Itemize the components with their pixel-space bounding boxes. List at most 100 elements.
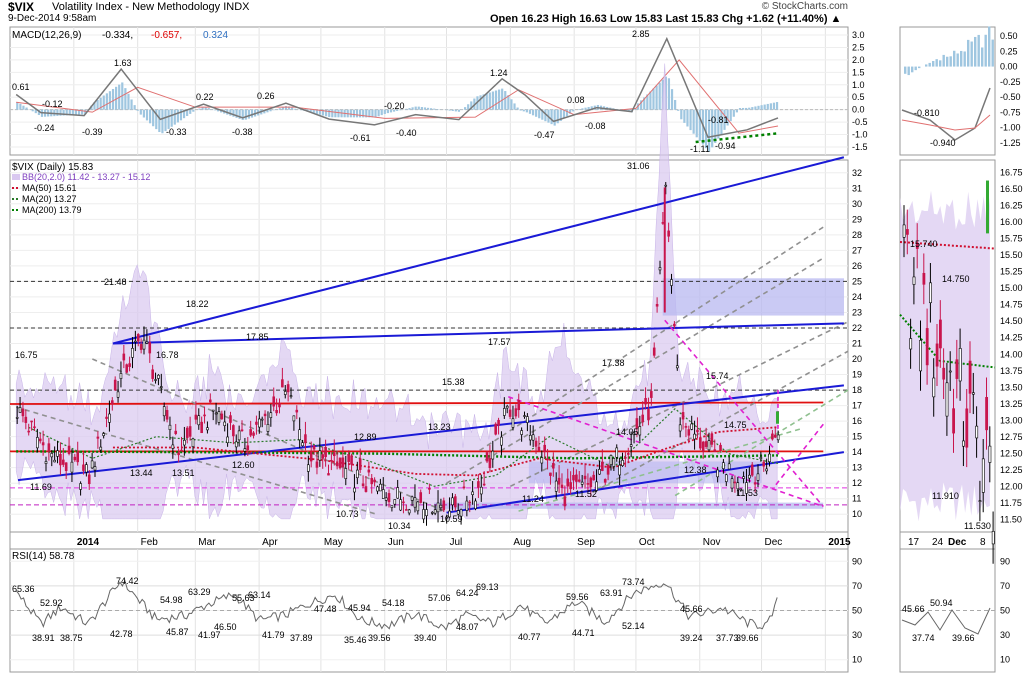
candle-body <box>56 450 59 457</box>
macd-histogram-bar <box>504 91 507 110</box>
candle-body <box>644 398 647 405</box>
macd-histogram-bar <box>16 101 19 110</box>
macd-histogram-bar <box>494 90 498 110</box>
zoom-price-y-tick: 13.50 <box>1000 382 1023 392</box>
zoom-macd-bar <box>984 34 987 67</box>
candle-body <box>125 364 129 373</box>
candle-body <box>122 353 126 361</box>
macd-histogram-bar <box>711 109 714 148</box>
candle-body <box>701 441 705 452</box>
macd-histogram-bar <box>470 101 473 110</box>
candle-body <box>699 437 702 449</box>
zoom-candle-body <box>975 425 979 439</box>
zoom-candle-body <box>958 348 962 382</box>
ma200-legend: MA(200) 13.79 <box>22 205 82 215</box>
candle-body <box>234 441 238 448</box>
candle-body <box>188 426 192 437</box>
candle-body <box>465 500 469 511</box>
zoom-macd-bar <box>928 62 931 67</box>
rsi-value-label: 52.14 <box>622 621 645 631</box>
candle-body <box>312 445 316 450</box>
rsi-value-label: 63.91 <box>600 588 623 598</box>
macd-histogram-bar <box>93 102 96 110</box>
zoom-panel-frame <box>899 26 996 156</box>
zoom-macd-y-tick: 0.00 <box>1000 62 1018 72</box>
x-tick-label: Jun <box>388 537 404 548</box>
candle-body <box>505 405 509 409</box>
candle-body <box>200 421 203 434</box>
macd-histogram-bar <box>207 108 210 110</box>
macd-histogram-bar <box>371 109 374 118</box>
candle-body <box>664 184 668 187</box>
candle-body <box>719 444 722 451</box>
zoom-candle-body <box>948 370 952 373</box>
candle-body <box>85 464 88 473</box>
macd-value-label: 1.24 <box>490 68 508 78</box>
candle-body <box>508 409 512 417</box>
macd-value-label: -0.39 <box>82 127 103 137</box>
candle-body <box>560 484 564 489</box>
macd-histogram-bar <box>115 86 118 110</box>
candle-body <box>226 436 229 444</box>
zoom-price-y-tick: 11.75 <box>1000 498 1022 508</box>
candle-body <box>526 416 529 423</box>
macd-histogram-bar <box>584 107 587 110</box>
candle-body <box>482 483 486 486</box>
candle-body <box>162 406 166 417</box>
macd-histogram-bar <box>766 103 769 110</box>
price-value-label: 31.06 <box>627 161 650 171</box>
rsi-value-label: 40.77 <box>518 632 541 642</box>
macd-legend-signal: -0.657, <box>151 30 182 41</box>
candle-body <box>203 414 206 417</box>
zoom-macd-bar <box>977 34 980 67</box>
macd-histogram-bar <box>152 109 155 127</box>
price-y-tick: 25 <box>852 276 862 286</box>
macd-y-tick: 3.0 <box>852 30 865 40</box>
candle-body <box>197 415 201 426</box>
candle-body <box>707 440 711 451</box>
candle-body <box>258 418 261 428</box>
candle-body <box>304 434 307 444</box>
macd-histogram-bar <box>491 91 494 110</box>
macd-histogram-bar <box>74 109 78 115</box>
candle-body <box>102 433 105 436</box>
macd-histogram-bar <box>649 91 652 110</box>
zoom-price-label: 15.740 <box>910 239 938 249</box>
macd-histogram-bar <box>389 109 393 113</box>
zoom-macd-y-tick: -1.00 <box>1000 123 1021 133</box>
price-y-tick: 21 <box>852 339 862 349</box>
zoom-candle-body <box>955 359 959 379</box>
zoom-price-label: 11.910 <box>932 491 959 501</box>
candle-body <box>387 493 391 503</box>
candle-body <box>771 433 774 440</box>
macd-histogram-bar <box>519 109 522 111</box>
candle-body <box>727 463 731 470</box>
candle-body <box>185 427 189 438</box>
macd-histogram-bar <box>235 109 238 118</box>
macd-histogram-bar <box>284 106 288 110</box>
price-value-label: 13.44 <box>130 468 153 478</box>
candle-body <box>430 512 434 514</box>
candle-body <box>99 446 103 451</box>
candle-body <box>433 509 437 514</box>
price-value-label: 15.74 <box>706 371 729 381</box>
macd-histogram-bar <box>754 106 757 110</box>
candle-body <box>621 459 624 466</box>
candle-body <box>693 433 696 440</box>
candle-body <box>580 481 584 485</box>
candle-body <box>396 487 399 499</box>
macd-histogram-bar <box>22 105 25 110</box>
x-tick-label: Oct <box>639 537 655 548</box>
macd-histogram-bar <box>550 109 553 125</box>
zoom-x-tick: 17 <box>908 537 920 548</box>
macd-histogram-bar <box>516 107 519 110</box>
macd-value-label: -0.81 <box>708 115 729 125</box>
zoom-macd-bar <box>981 47 984 67</box>
price-value-label: 12.60 <box>232 460 255 470</box>
rsi-value-label: 42.78 <box>110 629 133 639</box>
candle-body <box>379 483 382 492</box>
rsi-value-label: 41.79 <box>262 630 285 640</box>
candle-body <box>131 348 134 358</box>
candle-body <box>96 436 100 439</box>
zoom-price-y-tick: 15.25 <box>1000 267 1023 277</box>
